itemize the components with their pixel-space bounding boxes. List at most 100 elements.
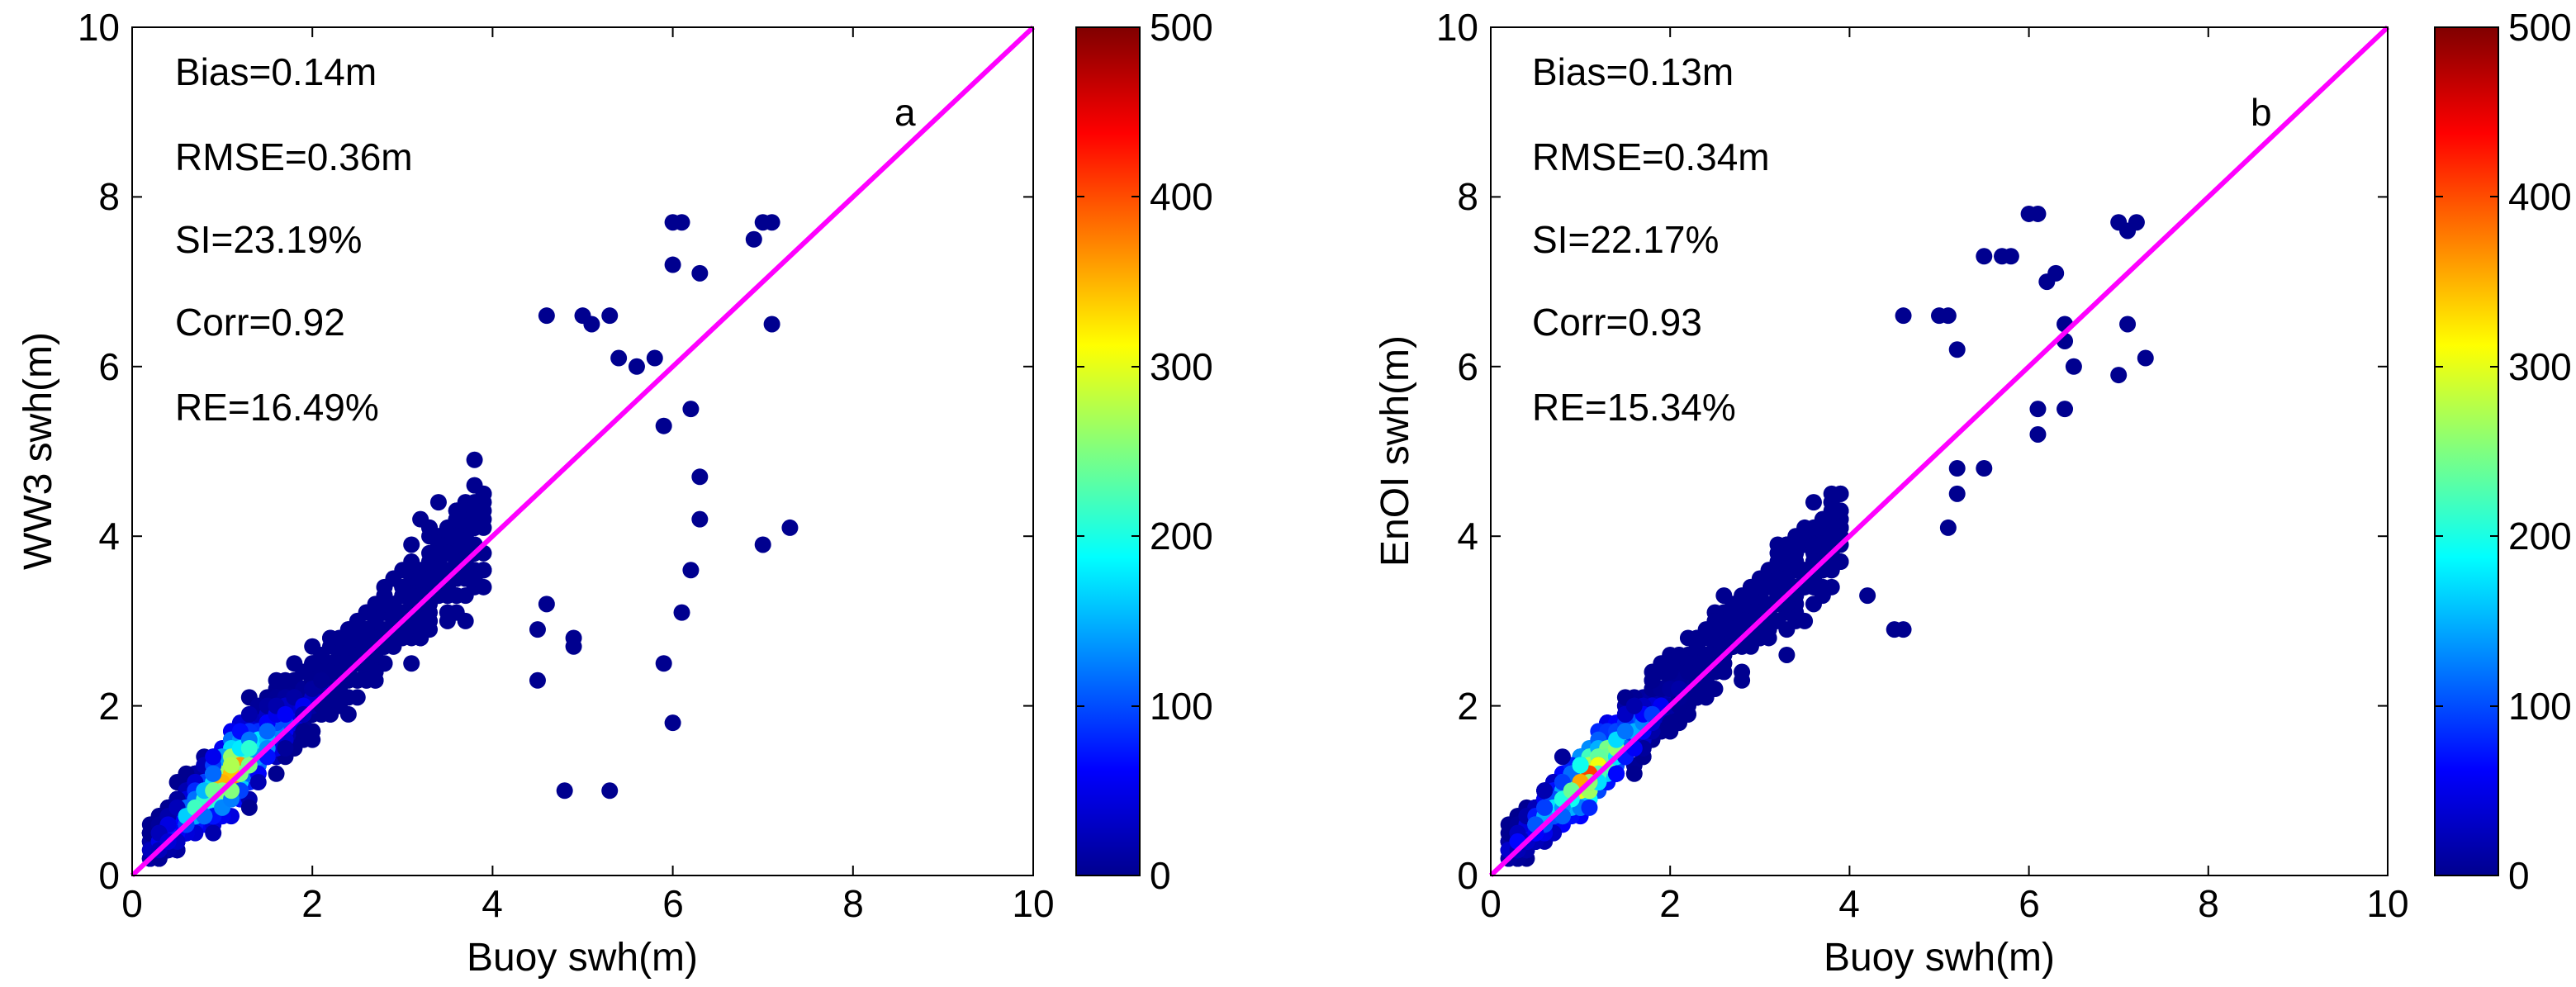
b-data-point: [1625, 765, 1643, 782]
a-ylabel: WW3 swh(m): [17, 332, 60, 570]
b-data-point: [1895, 307, 1912, 325]
b-data-point: [1581, 799, 1598, 816]
a-cbar-tick-300: 300: [1150, 345, 1213, 388]
b-cbar-tick-400: 400: [2508, 175, 2572, 218]
b-stat-si: SI=22.17%: [1532, 218, 1719, 261]
b-cbar-tick-500: 500: [2508, 6, 2572, 49]
b-xlabel: Buoy swh(m): [1824, 936, 2055, 980]
b-colorbar-ticks: [2435, 196, 2498, 876]
a-data-point: [529, 671, 546, 689]
b-data-point: [2128, 214, 2145, 231]
b-data-point: [1805, 494, 1822, 511]
b-data-point: [1706, 621, 1724, 638]
a-data-point: [664, 714, 681, 732]
b-data-point: [1769, 612, 1786, 629]
a-data-point: [664, 256, 681, 273]
a-data-point: [358, 621, 375, 638]
a-data-point: [565, 638, 582, 655]
b-data-point: [1778, 646, 1796, 663]
b-reference-line: [1488, 25, 2390, 878]
a-cbar-tick-200: 200: [1150, 515, 1213, 558]
b-data-point: [1662, 663, 1679, 681]
a-data-point: [259, 723, 276, 740]
b-data-point: [1832, 553, 1849, 571]
b-cbar-tick-200: 200: [2508, 515, 2572, 558]
b-data-point: [2110, 367, 2128, 384]
b-ytick-8: 8: [1457, 175, 1478, 218]
a-data-point: [646, 349, 663, 367]
a-colorbar-ticks: [1076, 196, 1140, 876]
a-stat-rmse: RMSE=0.36m: [175, 135, 413, 178]
b-ytick-2: 2: [1457, 685, 1478, 728]
b-data-point: [1976, 460, 1993, 477]
b-panel-label: b: [2251, 91, 2272, 134]
a-ytick-4: 4: [98, 515, 120, 558]
b-axes-box: [1490, 26, 2389, 876]
b-data-point: [1895, 621, 1912, 638]
a-ytick-10: 10: [78, 6, 120, 49]
b-data-point: [2029, 401, 2047, 418]
a-data-point: [403, 655, 420, 672]
b-data-point: [1536, 782, 1554, 800]
a-xtick-6: 6: [662, 882, 684, 925]
a-data-point: [610, 349, 628, 367]
b-data-point: [1948, 341, 1966, 358]
b-stat-rmse: RMSE=0.34m: [1532, 135, 1770, 178]
b-data-point: [1832, 485, 1849, 502]
a-data-point: [205, 748, 222, 766]
a-data-point: [367, 663, 384, 681]
a-xtick-8: 8: [842, 882, 864, 925]
b-data-point: [1742, 638, 1759, 655]
a-stat-si: SI=23.19%: [175, 218, 362, 261]
a-data-point: [205, 824, 222, 842]
b-ytick-0: 0: [1457, 854, 1478, 897]
b-data-point: [1805, 536, 1822, 553]
a-data-point: [763, 316, 780, 333]
b-data-point: [1814, 510, 1831, 528]
b-data-point: [1644, 671, 1661, 689]
b-colorbar: [2434, 26, 2499, 876]
a-cbar-tick-0: 0: [1150, 854, 1171, 897]
a-data-point: [691, 468, 709, 486]
b-stat-bias: Bias=0.13m: [1532, 50, 1734, 93]
b-data-point: [2029, 205, 2047, 222]
a-ytick-6: 6: [98, 345, 120, 388]
b-data-point: [1715, 587, 1733, 605]
b-stat-re: RE=15.34%: [1532, 386, 1736, 429]
a-data-point: [682, 562, 700, 579]
a-panel-label: a: [894, 91, 916, 134]
a-data-point: [538, 307, 555, 325]
a-data-point: [673, 604, 690, 621]
a-data-point: [223, 757, 240, 774]
a-ytick-2: 2: [98, 685, 120, 728]
a-data-point: [385, 638, 402, 655]
a-data-point: [205, 765, 222, 782]
a-data-point: [394, 578, 411, 596]
b-data-point: [2047, 264, 2065, 282]
a-data-point: [277, 705, 294, 723]
a-xtick-0: 0: [121, 882, 143, 925]
a-data-point: [601, 782, 619, 800]
a-data-point: [439, 587, 456, 605]
b-data-point: [1939, 307, 1957, 325]
b-data-point: [1734, 671, 1751, 689]
a-data-point: [466, 519, 483, 536]
a-data-point: [781, 519, 799, 536]
a-stat-corr: Corr=0.92: [175, 301, 345, 344]
a-reference-line: [130, 25, 1036, 878]
b-cbar-tick-300: 300: [2508, 345, 2572, 388]
a-cbar-tick-500: 500: [1150, 6, 1213, 49]
a-data-point: [439, 544, 456, 562]
a-data-point: [682, 401, 700, 418]
b-data-point: [1662, 714, 1679, 732]
b-data-point: [1625, 697, 1643, 714]
a-data-point: [691, 510, 709, 528]
b-data-point: [1859, 587, 1876, 605]
a-data-point: [240, 799, 258, 816]
b-data-point: [1536, 799, 1554, 816]
a-axes-box: [131, 26, 1034, 876]
a-data-point: [691, 264, 709, 282]
b-cbar-tick-0: 0: [2508, 854, 2530, 897]
b-data-point: [1976, 248, 1993, 265]
a-data-point: [628, 358, 645, 375]
